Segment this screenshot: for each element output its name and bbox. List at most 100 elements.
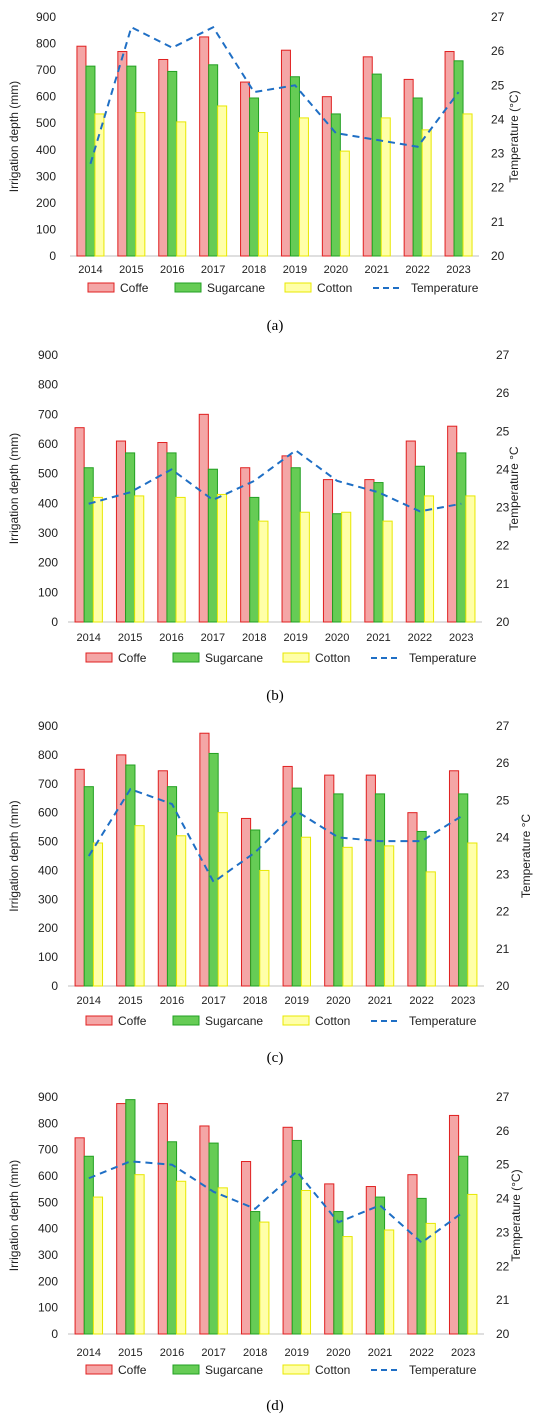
y2-tick-label: 25 <box>491 78 505 92</box>
legend-label-temperature: Temperature <box>409 1014 477 1028</box>
bar-sugarcane-2020 <box>333 1211 344 1335</box>
x-tick-label-2017: 2017 <box>201 995 225 1007</box>
legend-label-coffe: Coffe <box>118 1014 147 1028</box>
bar-cotton-2014 <box>92 496 103 623</box>
y-tick-label: 800 <box>38 1116 58 1130</box>
y-tick-label: 200 <box>38 921 58 935</box>
bar-coffe-2018 <box>240 467 251 623</box>
bar-coffe-2017 <box>199 36 210 257</box>
legend: Coffe Sugarcane Cotton Temperature <box>85 1363 477 1377</box>
chart-panel-4: 0100200300400500600700800900202122232425… <box>7 1090 523 1414</box>
y2-axis-label: Temperature (°C) <box>509 1169 523 1261</box>
x-tick-label-2016: 2016 <box>160 1347 184 1359</box>
x-tick-label-2022: 2022 <box>409 995 433 1007</box>
bar-sugarcane-2017 <box>208 752 219 987</box>
y-tick-label: 400 <box>38 496 58 510</box>
y2-tick-label: 20 <box>496 979 510 993</box>
legend-label-temperature: Temperature <box>411 281 479 295</box>
bar-cotton-2019 <box>298 117 309 257</box>
chart-panel-1: 0100200300400500600700800900202122232425… <box>7 10 521 334</box>
bar-coffe-2021 <box>362 56 373 257</box>
bar-coffe-2017 <box>198 413 209 623</box>
legend-swatch-coffe <box>85 652 113 663</box>
y-tick-label: 100 <box>38 1301 58 1315</box>
legend-label-cotton: Cotton <box>315 1363 350 1377</box>
bar-coffe-2014 <box>74 768 85 987</box>
y-tick-label: 900 <box>36 10 56 24</box>
legend-swatch-sugarcane <box>172 652 200 663</box>
y-tick-label: 700 <box>36 63 56 77</box>
y-tick-label: 900 <box>38 1090 58 1104</box>
x-tick-label-2019: 2019 <box>285 1347 309 1359</box>
bar-cotton-2023 <box>465 495 476 623</box>
y2-tick-label: 26 <box>496 386 510 400</box>
bar-sugarcane-2017 <box>208 1142 219 1335</box>
bar-cotton-2015 <box>135 112 146 257</box>
y2-tick-label: 25 <box>496 1158 510 1172</box>
legend-swatch-cotton <box>282 1364 310 1375</box>
bar-cotton-2022 <box>425 1222 436 1335</box>
y2-tick-label: 26 <box>496 756 510 770</box>
x-tick-label-2018: 2018 <box>243 1347 267 1359</box>
y-tick-label: 900 <box>38 348 58 362</box>
bar-sugarcane-2016 <box>166 1141 178 1335</box>
bar-coffe-2018 <box>240 1161 252 1335</box>
y2-tick-label: 25 <box>496 793 510 807</box>
panel-caption: (a) <box>267 318 284 334</box>
bar-sugarcane-2015 <box>125 1099 136 1335</box>
x-tick-label-2021: 2021 <box>368 1347 392 1359</box>
legend: Coffe Sugarcane Cotton Temperature <box>85 651 477 665</box>
x-tick-label-2020: 2020 <box>325 632 349 644</box>
bar-coffe-2019 <box>282 765 293 987</box>
bar-sugarcane-2015 <box>125 764 136 987</box>
bar-coffe-2014 <box>76 45 87 257</box>
x-tick-label-2021: 2021 <box>366 632 390 644</box>
bar-coffe-2017 <box>199 1125 210 1335</box>
bar-cotton-2014 <box>92 1196 104 1335</box>
bar-sugarcane-2021 <box>371 73 382 257</box>
y2-tick-label: 20 <box>496 1327 510 1341</box>
bar-cotton-2018 <box>258 132 269 257</box>
bar-cotton-2014 <box>94 113 105 257</box>
legend-label-temperature: Temperature <box>409 651 477 665</box>
bar-coffe-2019 <box>280 49 291 257</box>
y-tick-label: 800 <box>38 748 58 762</box>
bar-coffe-2015 <box>116 1103 127 1335</box>
bar-sugarcane-2019 <box>291 1139 302 1335</box>
panel-caption: (d) <box>266 1398 284 1414</box>
y2-tick-label: 23 <box>496 501 510 515</box>
bar-sugarcane-2016 <box>166 452 177 623</box>
bar-coffe-2023 <box>448 1114 460 1335</box>
bar-cotton-2019 <box>300 1189 312 1335</box>
y-tick-label: 100 <box>38 950 58 964</box>
bar-sugarcane-2018 <box>250 1211 261 1335</box>
x-tick-label-2020: 2020 <box>324 264 348 276</box>
bar-cotton-2023 <box>467 1193 478 1335</box>
bar-cotton-2021 <box>380 117 391 257</box>
legend-swatch-coffe <box>87 282 115 293</box>
y2-tick-label: 21 <box>496 942 510 956</box>
bar-sugarcane-2014 <box>83 1155 94 1335</box>
x-tick-label-2021: 2021 <box>368 995 392 1007</box>
y2-tick-label: 20 <box>496 615 510 629</box>
bar-coffe-2015 <box>115 440 127 623</box>
bar-sugarcane-2023 <box>456 452 467 623</box>
bar-coffe-2016 <box>158 58 169 257</box>
chart-panel-2: 0100200300400500600700800900202122232425… <box>7 348 521 704</box>
x-tick-label-2023: 2023 <box>451 1347 475 1359</box>
y2-tick-label: 21 <box>491 215 505 229</box>
x-tick-label-2015: 2015 <box>118 632 142 644</box>
legend-swatch-cotton <box>282 1015 310 1026</box>
bar-coffe-2014 <box>74 427 85 623</box>
panel-caption: (b) <box>266 688 284 704</box>
bar-coffe-2015 <box>116 754 127 987</box>
bar-sugarcane-2023 <box>453 60 464 257</box>
bar-coffe-2016 <box>157 1103 168 1335</box>
bar-coffe-2018 <box>240 817 252 987</box>
y-tick-label: 800 <box>38 378 58 392</box>
y-axis-label: Irrigation depth (mm) <box>7 81 21 192</box>
y-tick-label: 600 <box>38 806 58 820</box>
bar-cotton-2020 <box>339 150 350 257</box>
bar-sugarcane-2016 <box>166 786 178 987</box>
legend-label-sugarcane: Sugarcane <box>205 1363 263 1377</box>
